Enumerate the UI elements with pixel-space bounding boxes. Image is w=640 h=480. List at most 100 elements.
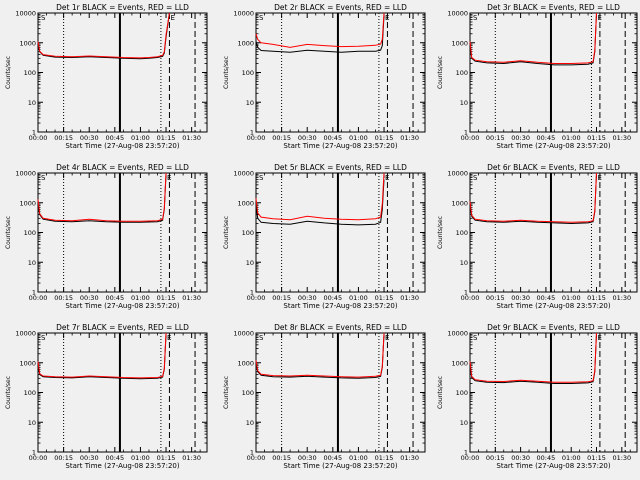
y-axis-label: Counts/sec xyxy=(5,56,12,89)
y-tick-label: 1 xyxy=(32,449,36,457)
y-tick-label: 10000 xyxy=(233,170,254,178)
start-marker-label: S xyxy=(41,174,46,182)
detector-panel-4: Det 4r BLACK = Events, RED = LLD 1 10 100 10… xyxy=(5,163,208,310)
x-tick-label: 00:00 xyxy=(29,454,48,462)
y-tick-label: 1000 xyxy=(19,39,36,47)
y-tick-label: 1 xyxy=(464,449,468,457)
start-marker-label: S xyxy=(473,334,478,342)
start-marker-label: S xyxy=(473,14,478,22)
events-series-line xyxy=(469,172,597,225)
lld-series-line xyxy=(255,172,385,221)
x-tick-label: 00:00 xyxy=(29,294,48,302)
y-tick-label: 10 xyxy=(28,259,36,267)
x-tick-label: 01:15 xyxy=(375,454,394,462)
y-tick-label: 1000 xyxy=(451,39,468,47)
y-tick-label: 10 xyxy=(246,259,254,267)
start-marker-label: S xyxy=(259,14,264,22)
events-series-line xyxy=(255,179,385,226)
detector-panel-8: Det 8r BLACK = Events, RED = LLD 1 10 100 10… xyxy=(223,323,426,470)
events-series-line xyxy=(37,334,167,380)
x-tick-label: 01:00 xyxy=(349,454,368,462)
y-tick-label: 10 xyxy=(460,419,468,427)
end-marker-label: E xyxy=(385,334,389,342)
y-tick-label: 10000 xyxy=(15,10,36,18)
x-tick-label: 00:00 xyxy=(461,454,480,462)
y-tick-label: 100 xyxy=(24,69,36,77)
y-tick-label: 10000 xyxy=(233,10,254,18)
x-tick-label: 00:00 xyxy=(247,294,266,302)
y-tick-label: 1 xyxy=(32,289,36,297)
y-tick-label: 10000 xyxy=(15,330,36,338)
x-tick-label: 00:45 xyxy=(537,294,556,302)
detector-panel-5: Det 5r BLACK = Events, RED = LLD 1 10 100 10… xyxy=(223,163,426,310)
x-tick-label: 00:30 xyxy=(80,134,99,142)
x-tick-label: 01:30 xyxy=(400,454,419,462)
y-tick-label: 1000 xyxy=(237,359,254,367)
x-tick-label: 00:45 xyxy=(323,294,342,302)
x-tick-label: 00:00 xyxy=(29,134,48,142)
plot-frame xyxy=(37,332,208,453)
y-tick-label: 1000 xyxy=(237,199,254,207)
y-tick-label: 10000 xyxy=(233,330,254,338)
y-tick-label: 10000 xyxy=(15,170,36,178)
lld-series-line xyxy=(37,172,167,222)
panel-title: Det 9r BLACK = Events, RED = LLD xyxy=(487,323,620,332)
y-tick-label: 10 xyxy=(28,99,36,107)
y-tick-label: 10 xyxy=(460,99,468,107)
x-tick-label: 01:15 xyxy=(157,134,176,142)
x-tick-label: 00:45 xyxy=(323,454,342,462)
end-marker-label: E xyxy=(167,334,171,342)
panel-title: Det 8r BLACK = Events, RED = LLD xyxy=(274,323,407,332)
start-marker-label: S xyxy=(41,14,46,22)
plot-frame xyxy=(255,172,426,293)
x-axis-label: Start Time (27-Aug-08 23:57:20) xyxy=(283,302,397,310)
x-tick-label: 00:30 xyxy=(298,294,317,302)
start-marker-label: S xyxy=(259,334,264,342)
x-axis-label: Start Time (27-Aug-08 23:57:20) xyxy=(283,142,397,150)
x-tick-label: 01:00 xyxy=(349,294,368,302)
events-series-line xyxy=(255,334,385,379)
y-axis-label: Counts/sec xyxy=(5,216,12,249)
x-tick-label: 01:30 xyxy=(612,454,631,462)
end-marker-label: E xyxy=(167,174,171,182)
plot-frame xyxy=(255,12,426,133)
x-tick-label: 00:00 xyxy=(247,454,266,462)
end-marker-label: E xyxy=(385,174,389,182)
x-tick-label: 00:45 xyxy=(105,134,124,142)
x-axis-label: Start Time (27-Aug-08 23:57:20) xyxy=(496,462,610,470)
x-tick-label: 01:30 xyxy=(400,294,419,302)
x-axis-label: Start Time (27-Aug-08 23:57:20) xyxy=(65,142,179,150)
plot-frame xyxy=(469,332,638,453)
y-tick-label: 1 xyxy=(464,129,468,137)
x-axis-label: Start Time (27-Aug-08 23:57:20) xyxy=(496,302,610,310)
x-tick-label: 01:00 xyxy=(562,134,581,142)
y-tick-label: 1000 xyxy=(451,199,468,207)
y-axis-label: Counts/sec xyxy=(437,376,444,409)
x-tick-label: 01:00 xyxy=(131,134,150,142)
x-tick-label: 00:15 xyxy=(272,294,291,302)
start-marker-label: S xyxy=(259,174,264,182)
x-tick-label: 01:15 xyxy=(157,294,176,302)
end-marker-label: E xyxy=(385,14,389,22)
x-tick-label: 00:15 xyxy=(272,454,291,462)
plot-frame xyxy=(37,12,208,133)
x-tick-label: 00:15 xyxy=(486,454,505,462)
panel-title: Det 5r BLACK = Events, RED = LLD xyxy=(274,163,407,172)
y-tick-label: 10 xyxy=(246,419,254,427)
y-tick-label: 1000 xyxy=(19,359,36,367)
x-tick-label: 00:15 xyxy=(486,294,505,302)
y-axis-label: Counts/sec xyxy=(437,56,444,89)
start-marker-label: S xyxy=(473,174,478,182)
x-axis-label: Start Time (27-Aug-08 23:57:20) xyxy=(65,462,179,470)
x-tick-label: 01:30 xyxy=(182,134,201,142)
y-tick-label: 10000 xyxy=(447,170,468,178)
y-tick-label: 1 xyxy=(32,129,36,137)
events-series-line xyxy=(255,15,385,53)
start-marker-label: S xyxy=(41,334,46,342)
y-tick-label: 10 xyxy=(460,259,468,267)
panel-title: Det 7r BLACK = Events, RED = LLD xyxy=(56,323,189,332)
y-tick-label: 1000 xyxy=(19,199,36,207)
x-tick-label: 00:15 xyxy=(54,294,73,302)
x-tick-label: 01:15 xyxy=(587,294,606,302)
y-tick-label: 100 xyxy=(242,389,254,397)
